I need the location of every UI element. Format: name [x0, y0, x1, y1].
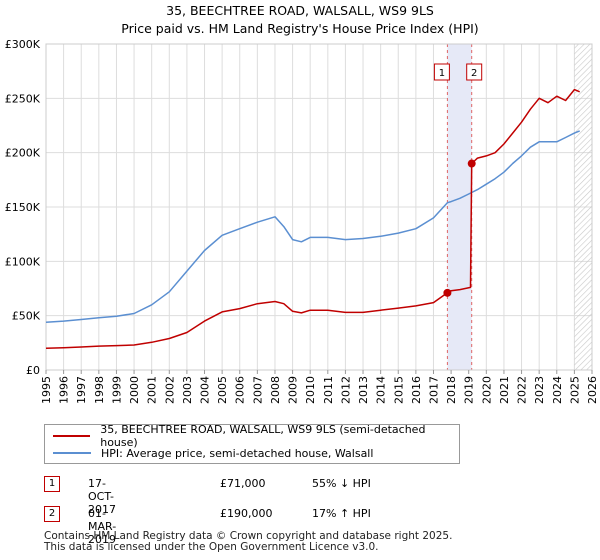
legend-item-hpi: HPI: Average price, semi-detached house,… [53, 445, 373, 461]
transaction-date: 17-OCT-2017 [88, 477, 116, 516]
legend-item-property: 35, BEECHTREE ROAD, WALSALL, WS9 9LS (se… [53, 423, 459, 449]
x-tick-label: 2022 [516, 376, 529, 404]
x-tick-label: 2011 [322, 376, 335, 404]
price-chart: 1 2 £0 £50K £100K £150K £200K £250K £300K 1995 199… [5, 38, 599, 404]
legend-swatch-hpi [53, 452, 91, 454]
sale-label-box [466, 63, 483, 81]
x-tick-label: 2008 [269, 376, 282, 404]
footer-line-2: This data is licensed under the Open Gov… [44, 541, 379, 553]
y-tick-label: £100K [5, 255, 41, 268]
legend-label-property: 35, BEECHTREE ROAD, WALSALL, WS9 9LS (se… [100, 423, 426, 449]
x-tick-label: 2019 [463, 376, 476, 404]
x-tick-label: 2000 [128, 376, 141, 404]
footer-attribution: Contains HM Land Registry data © Crown c… [44, 531, 452, 553]
transaction-number: 2 [44, 506, 60, 522]
legend-swatch-property [53, 435, 91, 437]
transaction-price: £190,000 [220, 507, 273, 520]
plot-frame [45, 43, 593, 371]
x-tick-label: 1998 [93, 376, 106, 404]
legend-label-hpi: HPI: Average price, semi-detached house,… [101, 446, 374, 460]
hpi-series-line [45, 130, 580, 323]
x-tick-label: 2010 [304, 376, 317, 404]
x-tick-label: 2026 [586, 376, 599, 404]
projection-hatch [574, 44, 592, 370]
transaction-price: £71,000 [220, 477, 266, 490]
y-tick-label: £150K [5, 201, 41, 214]
x-tick-label: 1996 [58, 376, 71, 404]
x-tick-label: 2006 [234, 376, 247, 404]
sale-label-box [433, 63, 450, 81]
x-tick-label: 2016 [410, 376, 423, 404]
x-tick-label: 2005 [216, 376, 229, 404]
x-tick-label: 1999 [111, 376, 124, 404]
chart-title-line-2: Price paid vs. HM Land Registry's House … [121, 21, 479, 36]
transaction-number: 1 [44, 476, 60, 492]
x-tick-label: 2024 [551, 376, 564, 404]
transaction-hpi-diff: 17% ↑ HPI [312, 507, 371, 520]
x-tick-label: 2020 [480, 376, 493, 404]
x-tick-label: 2003 [181, 376, 194, 404]
x-tick-label: 2025 [568, 376, 581, 404]
footer-line-1: Contains HM Land Registry data © Crown c… [44, 530, 453, 542]
x-tick-label: 1997 [75, 376, 88, 404]
chart-legend: 35, BEECHTREE ROAD, WALSALL, WS9 9LS (se… [44, 423, 460, 464]
x-tick-label: 2021 [498, 376, 511, 404]
x-tick-label: 1995 [40, 376, 53, 404]
x-tick-label: 2017 [428, 376, 441, 404]
y-tick-label: £50K [12, 310, 41, 323]
sale-label-number: 2 [471, 68, 477, 79]
x-tick-label: 2004 [199, 376, 212, 404]
x-tick-label: 2014 [375, 376, 388, 404]
y-tick-label: £0 [26, 364, 40, 377]
x-tick-label: 2015 [392, 376, 405, 404]
transaction-hpi-diff: 55% ↓ HPI [312, 477, 371, 490]
x-tick-label: 2013 [357, 376, 370, 404]
x-tick-label: 2023 [533, 376, 546, 404]
x-tick-label: 2012 [339, 376, 352, 404]
sale-period-band [447, 44, 472, 370]
sale-point [467, 159, 476, 168]
x-tick-label: 2007 [251, 376, 264, 404]
y-tick-label: £300K [5, 38, 41, 51]
x-tick-label: 2001 [146, 376, 159, 404]
y-tick-label: £250K [5, 92, 41, 105]
x-tick-label: 2009 [287, 376, 300, 404]
property-series-line [45, 88, 580, 350]
transaction-date: 01-MAR-2019 [88, 507, 117, 546]
sale-point [443, 288, 452, 297]
y-tick-label: £200K [5, 147, 41, 160]
sale-label-number: 1 [439, 68, 445, 79]
x-tick-label: 2018 [445, 376, 458, 404]
chart-title-line-1: 35, BEECHTREE ROAD, WALSALL, WS9 9LS [166, 3, 434, 18]
x-tick-label: 2002 [163, 376, 176, 404]
